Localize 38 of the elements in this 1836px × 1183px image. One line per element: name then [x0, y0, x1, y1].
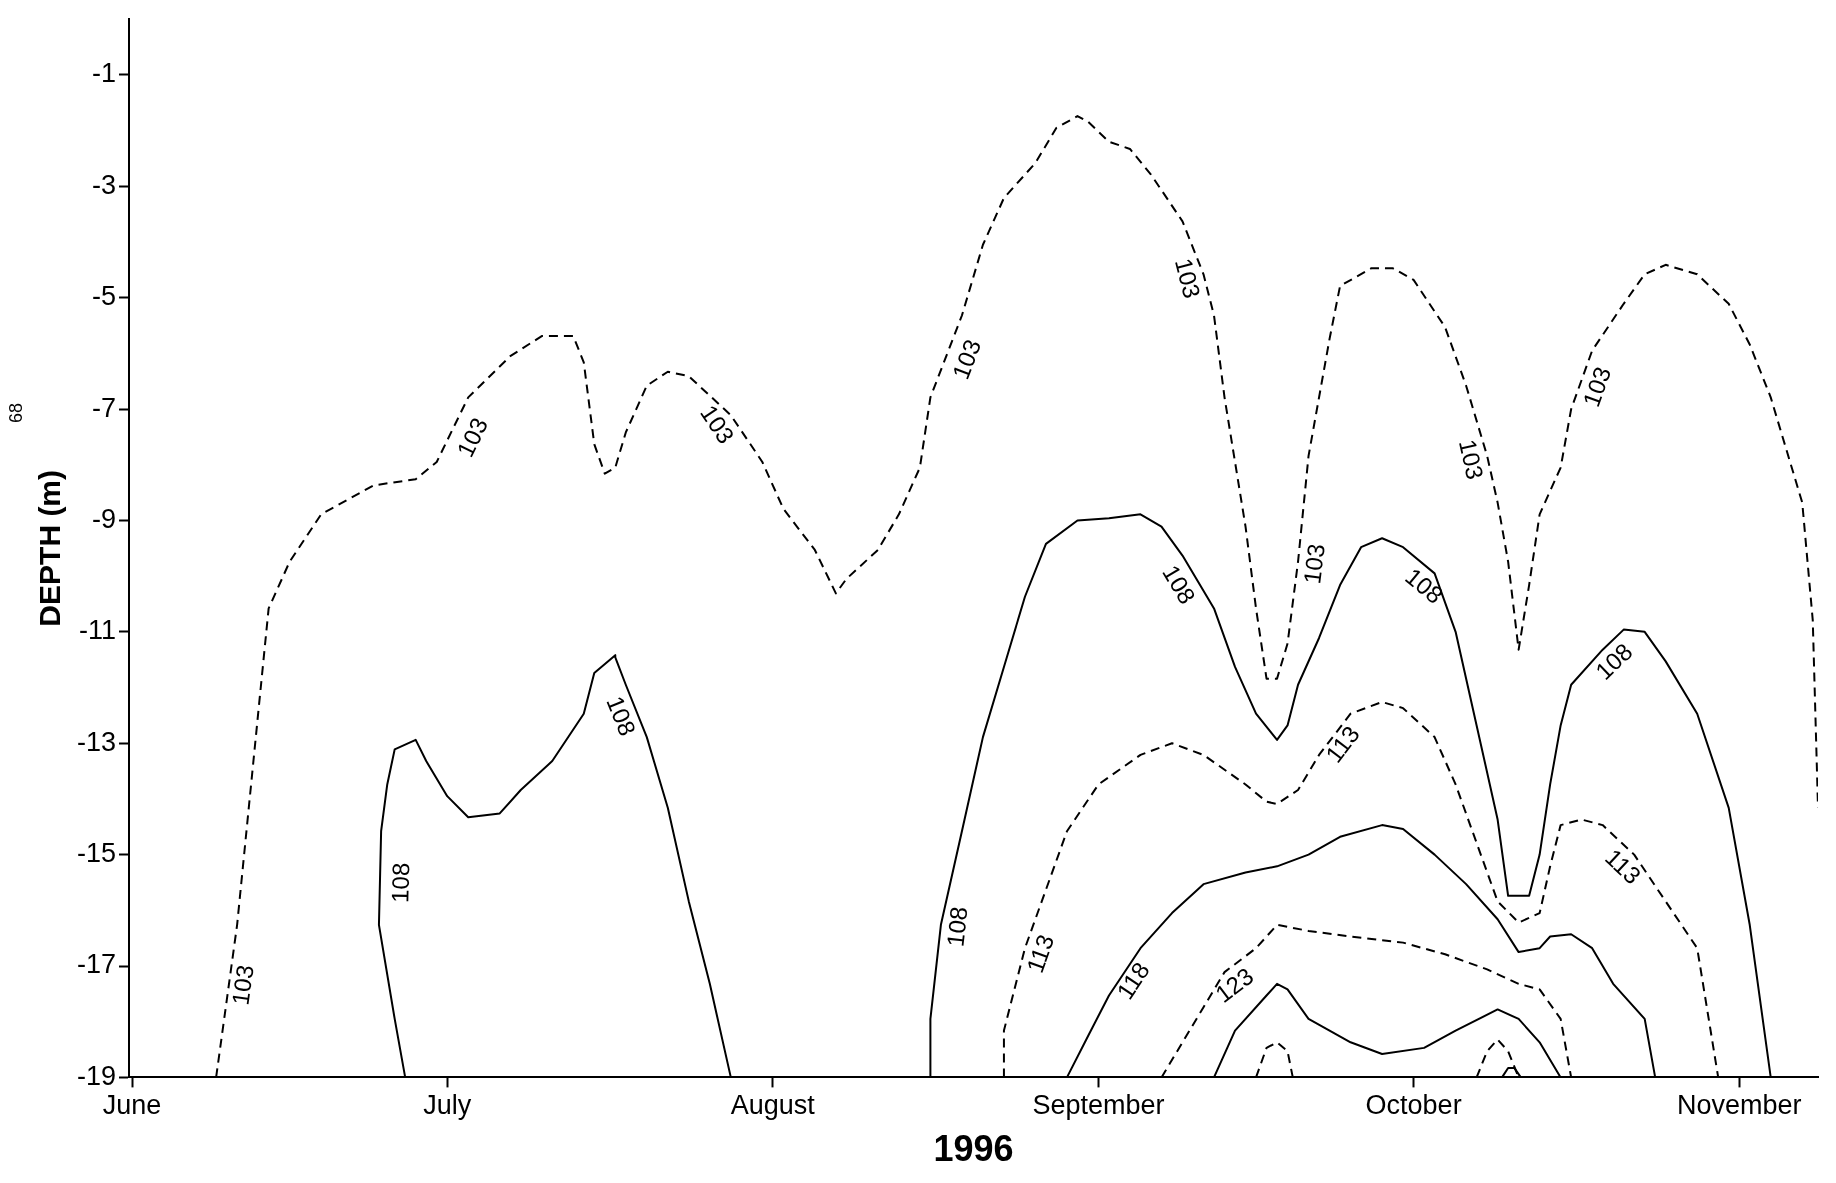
- y-tick-label: -1: [92, 58, 117, 89]
- x-tick-label: November: [1676, 1090, 1802, 1121]
- x-tick-label: October: [1365, 1090, 1462, 1121]
- annotation: 108: [1590, 637, 1638, 685]
- annotation: 108: [1400, 562, 1449, 609]
- annotation: 103: [451, 413, 494, 462]
- x-tick-label: July: [423, 1090, 472, 1121]
- x-tick-label: June: [102, 1090, 162, 1121]
- annotation: 113: [1599, 843, 1647, 890]
- annotation: 108: [941, 905, 973, 948]
- annotation: 123: [1210, 962, 1259, 1008]
- annotation: 103: [1169, 255, 1206, 301]
- annotation: 103: [1453, 436, 1489, 482]
- y-tick-label: -11: [78, 615, 117, 646]
- y-tick-label: -13: [76, 726, 117, 757]
- y-axis-title: DEPTH (m): [33, 469, 67, 627]
- annotation: 113: [1020, 931, 1060, 977]
- annotation: 103: [695, 400, 740, 449]
- y-tick-label: -3: [92, 169, 117, 200]
- annotation: 113: [1320, 720, 1365, 768]
- y-tick-label: -17: [76, 949, 117, 980]
- annotation: 103: [1298, 542, 1330, 586]
- annotation: 103: [226, 963, 259, 1007]
- x-tick-label: September: [1032, 1090, 1165, 1121]
- annotation: 108: [601, 692, 642, 740]
- x-tick-label: August: [730, 1090, 816, 1121]
- annotation: 103: [1577, 363, 1617, 411]
- y-tick-label: -7: [92, 392, 117, 423]
- annotation: 108: [386, 862, 415, 904]
- y-tick-label: -15: [76, 838, 117, 869]
- y-tick-label: -9: [92, 503, 117, 534]
- annotation: 108: [1157, 560, 1201, 609]
- y-tick-label: -5: [92, 281, 117, 312]
- y-tick-label: -19: [76, 1060, 117, 1091]
- annotation: 118: [1111, 957, 1155, 1004]
- x-axis-title: 1996: [933, 1128, 1014, 1170]
- annotation: 103: [946, 335, 987, 383]
- text: 68: [6, 403, 26, 424]
